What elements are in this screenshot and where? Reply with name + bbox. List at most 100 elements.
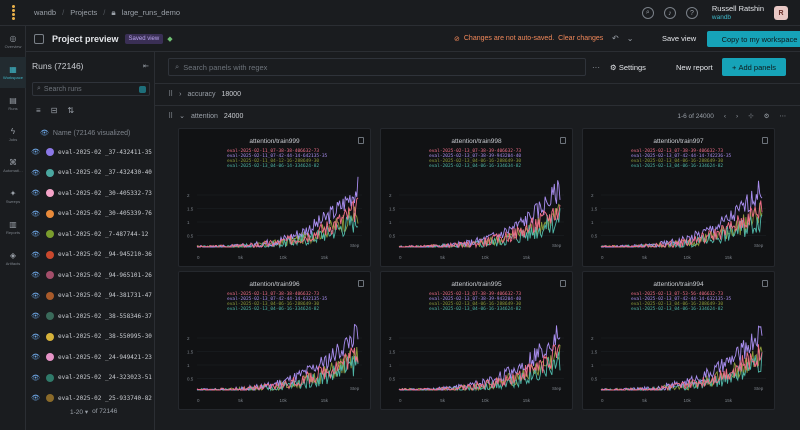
legend-entry[interactable]: eval-2025-02-11_04-12-16-288649-30	[227, 159, 320, 164]
table-row[interactable]: 👁︎ eval-2025-02 _37-432430-40	[26, 163, 155, 184]
nav-item[interactable]: ◈ Artifacts	[0, 243, 26, 274]
settings-button[interactable]: ⚙ Settings	[610, 62, 646, 72]
eye-icon[interactable]: 👁︎	[31, 210, 40, 218]
legend-entry[interactable]: eval-2025-02-13_07-38-39-406632-73	[631, 149, 724, 154]
series-line[interactable]	[398, 208, 561, 249]
expand-icon[interactable]	[762, 280, 768, 287]
legend-entry[interactable]: eval-2025-02-13_04-06-16-288649-30	[631, 159, 724, 164]
eye-icon[interactable]: 👁︎	[31, 354, 40, 362]
table-row[interactable]: 👁︎ eval-2025-02 _94-945210-36	[26, 245, 155, 266]
save-view-button[interactable]: Save view	[662, 34, 697, 43]
group-icon[interactable]: ⊟	[50, 106, 58, 115]
chevron-right-icon[interactable]: ›	[179, 90, 182, 98]
table-row[interactable]: 👁︎ eval-2025-02 _38-558346-37	[26, 306, 155, 327]
chart-panel[interactable]: 2 1.5 1 0.5 0 5k 10k 15k Step attention/train996 e…	[178, 271, 371, 410]
run-color-swatch[interactable]	[46, 250, 54, 259]
run-name[interactable]: eval-2025-02 _94-965101-26	[58, 271, 152, 279]
pin-icon[interactable]: ◆	[167, 35, 173, 43]
section-accuracy[interactable]: ⠿ › accuracy 18000	[168, 86, 786, 102]
eye-icon[interactable]: 👁︎	[31, 374, 40, 382]
name-column-label[interactable]: Name	[52, 129, 72, 137]
legend-entry[interactable]: eval-2025-02-13_07-38-39-406632-73	[429, 292, 522, 297]
user-menu[interactable]: Russell Ratshin wandb	[712, 4, 764, 22]
run-name[interactable]: eval-2025-02 _30-405332-73	[58, 189, 152, 197]
legend-entry[interactable]: eval-2025-02-11_07-42-44-14-642135-35	[227, 154, 328, 159]
legend-entry[interactable]: eval-2025-02-13_04-06-16-288649-30	[429, 159, 522, 164]
series-line[interactable]	[600, 200, 763, 249]
legend-entry[interactable]: eval-2025-02-13_04-06-16-334624-82	[631, 164, 724, 169]
series-line[interactable]	[398, 344, 560, 391]
nav-item[interactable]: ϟ Jobs	[0, 119, 26, 150]
nav-item[interactable]: ▥ Reports	[0, 212, 26, 243]
run-name[interactable]: eval-2025-02 _38-558346-37	[58, 312, 152, 320]
legend-entry[interactable]: eval-2025-02-13_04-06-16-334624-82	[429, 307, 522, 312]
eye-icon[interactable]: 👁︎	[31, 251, 40, 259]
table-row[interactable]: 👁︎ eval-2025-02 _30-405332-73	[26, 183, 155, 204]
breadcrumb-project[interactable]: large_runs_demo	[121, 8, 181, 17]
breadcrumb-org[interactable]: wandb	[34, 8, 57, 17]
more-icon[interactable]: ⋯	[779, 113, 787, 120]
nav-item[interactable]: ⌘ Automati…	[0, 150, 26, 181]
section-attention[interactable]: ⠿ ⌄ attention 24000 1-6 of 24000 ‹ › ⊹ ⚙…	[168, 108, 786, 124]
run-color-swatch[interactable]	[46, 209, 54, 218]
table-row[interactable]: 👁︎ eval-2025-02 _24-323023-51	[26, 368, 155, 389]
eye-icon[interactable]: 👁︎	[31, 190, 40, 198]
series-line[interactable]	[196, 197, 359, 249]
help-icon[interactable]: ?	[685, 7, 698, 19]
sidebar-toggle-icon[interactable]	[34, 33, 44, 44]
series-line[interactable]	[601, 180, 763, 249]
chart-panel[interactable]: 2 1.5 1 0.5 0 5k 10k 15k Step attention/train998 e…	[380, 128, 573, 267]
series-line[interactable]	[398, 325, 561, 391]
legend-entry[interactable]: eval-2025-02-13_04-06-16-288649-30	[227, 302, 320, 307]
eye-icon[interactable]: 👁︎	[31, 395, 40, 403]
legend-entry[interactable]: eval-2025-02-13_07-38-39-943204-40	[429, 297, 522, 302]
chart-panel[interactable]: 2 1.5 1 0.5 0 5k 10k 15k Step attention/train994 e…	[582, 271, 775, 410]
legend-entry[interactable]: eval-2025-02-13_07-42-44-14-632135-35	[227, 297, 328, 302]
copy-to-workspace-button[interactable]: Copy to my workspace	[707, 31, 800, 47]
legend-entry[interactable]: eval-2025-02-13_07-42-44-14-632135-35	[631, 297, 732, 302]
drag-handle-icon[interactable]: ⠿	[168, 113, 174, 120]
expand-icon[interactable]	[762, 137, 768, 144]
legend-entry[interactable]: eval-2025-02-13_07-42-44-14-742236-35	[631, 154, 732, 159]
table-row[interactable]: 👁︎ eval-2025-02 _94-381731-47	[26, 286, 155, 307]
run-color-swatch[interactable]	[46, 332, 54, 341]
run-name[interactable]: eval-2025-02 _94-945210-36	[58, 251, 152, 259]
nav-item[interactable]: ◎ Overview	[0, 26, 26, 57]
legend-entry[interactable]: eval-2025-02-13_04-06-16-334624-82	[631, 307, 724, 312]
run-color-swatch[interactable]	[46, 168, 54, 177]
bell-icon[interactable]: ♪	[663, 7, 676, 19]
expand-icon[interactable]	[358, 137, 364, 144]
gear-icon[interactable]: ⚙	[763, 113, 770, 120]
series-line[interactable]	[196, 323, 359, 391]
wandb-logo[interactable]	[0, 0, 26, 26]
run-name[interactable]: eval-2025-02 _25-933740-82	[58, 394, 152, 402]
series-line[interactable]	[600, 214, 763, 249]
avatar[interactable]: R	[774, 6, 788, 20]
legend-entry[interactable]: eval-2025-02-13_07-38-38-406632-73	[227, 292, 320, 297]
legend-entry[interactable]: eval-2025-02-13_07-38-39-406632-73	[429, 149, 522, 154]
legend-entry[interactable]: eval-2025-02-13_07-38-39-943204-40	[429, 154, 522, 159]
run-color-swatch[interactable]	[46, 189, 54, 198]
series-line[interactable]	[398, 205, 561, 249]
series-line[interactable]	[196, 347, 359, 391]
eye-icon[interactable]: 👁︎	[40, 130, 49, 137]
legend-entry[interactable]: eval-2025-02-13_04-06-16-288649-30	[631, 302, 724, 307]
table-row[interactable]: 👁︎ eval-2025-02 _38-550995-30	[26, 327, 155, 348]
sort-icon[interactable]: ⇅	[67, 106, 75, 115]
run-color-swatch[interactable]	[46, 230, 54, 239]
breadcrumb-projects[interactable]: Projects	[70, 8, 98, 17]
more-options-icon[interactable]: ···	[592, 62, 600, 72]
nav-item[interactable]: ▦ Workspace	[0, 57, 26, 88]
expand-icon[interactable]	[560, 137, 566, 144]
run-color-swatch[interactable]	[46, 271, 54, 280]
series-line[interactable]	[197, 176, 359, 249]
clear-changes-link[interactable]: Clear changes	[558, 35, 604, 42]
regex-toggle-icon[interactable]	[139, 86, 146, 93]
chart-panel[interactable]: 2 1.5 1 0.5 0 5k 10k 15k Step attention/train997 e…	[582, 128, 775, 267]
run-name[interactable]: eval-2025-02 _37-432411-35	[58, 148, 152, 156]
chart-panel[interactable]: 2 1.5 1 0.5 0 5k 10k 15k Step attention/train995 e…	[380, 271, 573, 410]
runs-search-input[interactable]: ⌕ Search runs	[32, 82, 150, 96]
legend-entry[interactable]: eval-2025-02-13_04-06-14-334624-82	[227, 164, 320, 169]
run-name[interactable]: eval-2025-02 _38-550995-30	[58, 333, 152, 341]
table-row[interactable]: 👁︎ eval-2025-02 _37-432411-35	[26, 142, 155, 163]
